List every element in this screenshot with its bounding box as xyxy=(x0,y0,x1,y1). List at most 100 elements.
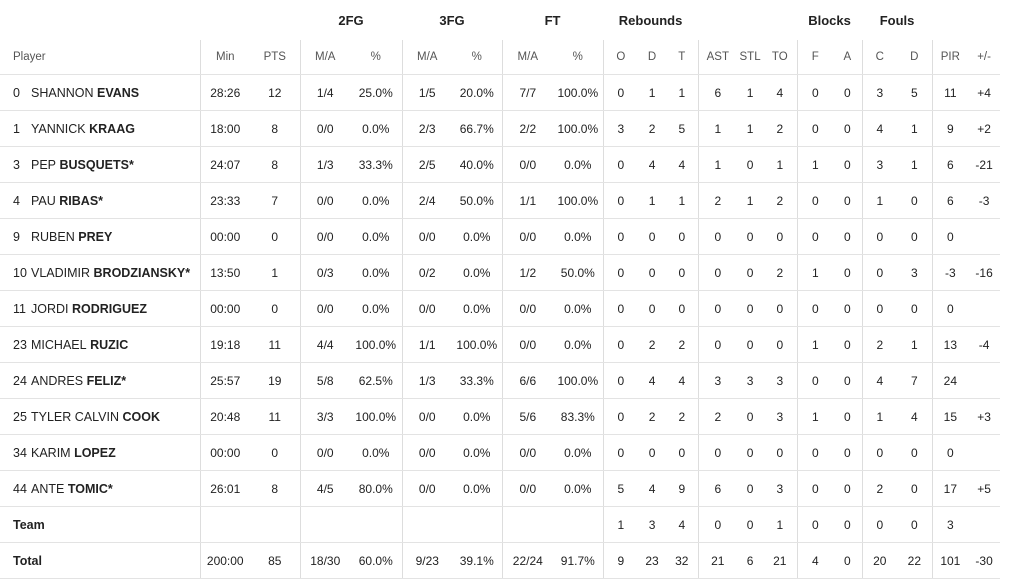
stat-cell: 0 xyxy=(833,182,863,219)
stat-cell xyxy=(452,506,503,543)
stat-value: 20.0% xyxy=(459,85,494,100)
stat-value: 0.0% xyxy=(463,481,491,496)
stat-cell: -3 xyxy=(968,182,1001,219)
stat-cell: 1 xyxy=(897,326,933,363)
stat-cell: 0 xyxy=(861,254,898,291)
stat-value: 1 xyxy=(678,193,686,208)
player-first-name: RUBEN xyxy=(31,229,75,244)
stat-cell: 0/3 xyxy=(299,254,350,291)
stat-cell xyxy=(501,506,554,543)
stat-value: 1 xyxy=(714,157,722,172)
group-header: 2FG xyxy=(338,12,364,28)
stat-cell: 0 xyxy=(931,434,969,471)
player-last-name: LOPEZ xyxy=(74,445,116,460)
stat-value: 3 xyxy=(648,517,656,532)
player-cell: 0 SHANNON EVANS xyxy=(0,74,200,111)
stat-cell: 2 xyxy=(666,326,699,363)
stat-value: 1 xyxy=(746,85,754,100)
stat-value: 0 xyxy=(876,265,884,280)
stat-cell: 0.0% xyxy=(350,290,403,327)
stat-cell: 0 xyxy=(897,218,933,255)
stat-value: 0.0% xyxy=(564,445,592,460)
stat-value: 0.0% xyxy=(564,157,592,172)
stat-cell: 24:07 xyxy=(199,146,250,183)
stat-cell: 0 xyxy=(796,506,834,543)
stat-cell: 3 xyxy=(763,398,798,435)
stat-value: 21 xyxy=(711,553,725,568)
stat-value: 0.0% xyxy=(463,229,491,244)
stat-value: 40.0% xyxy=(459,157,494,172)
stat-cell: 0 xyxy=(833,254,863,291)
stat-value: 0 xyxy=(843,265,851,280)
table-body: 0 SHANNON EVANS 28:26 12 1/4 25.0% 1/5 20.0% 7/7… xyxy=(0,74,1001,579)
stat-value: 0 xyxy=(648,265,656,280)
stat-cell: 26:01 xyxy=(199,470,250,507)
stat-cell: 0/0 xyxy=(401,398,453,435)
stat-value: 0 xyxy=(843,157,851,172)
stat-cell: 0 xyxy=(796,182,834,219)
column-header: +/- xyxy=(968,40,1001,75)
player-number: 11 xyxy=(13,301,26,316)
stat-value: 8 xyxy=(271,121,279,136)
player-number: 4 xyxy=(13,193,20,208)
player-cell: 23 MICHAEL RUZIC xyxy=(0,326,200,363)
stat-value: 0 xyxy=(843,193,851,208)
stat-cell xyxy=(199,506,250,543)
stat-cell: 7 xyxy=(250,182,300,219)
stat-value: 85 xyxy=(268,553,282,568)
player-row: 11 JORDI RODRIGUEZ 00:00 0 0/0 0.0% 0/0 0.0% 0/0… xyxy=(0,290,1001,327)
player-row: 9 RUBEN PREY 00:00 0 0/0 0.0% 0/0 0.0% 0/0 0.0% 0 0… xyxy=(0,218,1001,255)
stat-value: 23:33 xyxy=(210,193,241,208)
player-first-name: KARIM xyxy=(31,445,71,460)
stat-cell: 0.0% xyxy=(452,398,503,435)
stat-value: 0 xyxy=(617,445,625,460)
stat-cell: 101 xyxy=(931,542,969,579)
stat-cell: 4 xyxy=(666,146,699,183)
stat-value: 20:48 xyxy=(210,409,241,424)
player-last-name: FELIZ* xyxy=(86,373,127,388)
player-first-name: TYLER CALVIN xyxy=(31,409,119,424)
stat-cell: 20:48 xyxy=(199,398,250,435)
stat-value: 50.0% xyxy=(459,193,494,208)
stat-value: 0 xyxy=(746,409,754,424)
stat-value: 4 xyxy=(678,373,686,388)
stat-value: 25:57 xyxy=(210,373,241,388)
stat-value: 0.0% xyxy=(362,193,390,208)
stat-cell: 2 xyxy=(861,470,898,507)
stat-value: 1/5 xyxy=(418,85,436,100)
stat-value: 100.0% xyxy=(355,337,397,352)
player-last-name: BUSQUETS* xyxy=(59,157,134,172)
stat-cell: 8 xyxy=(250,470,300,507)
stat-cell: 4 xyxy=(861,110,898,147)
stat-cell: 0 xyxy=(737,326,764,363)
stat-value: 2 xyxy=(678,409,686,424)
stat-cell: 5 xyxy=(666,110,699,147)
stat-value: 1 xyxy=(910,337,918,352)
player-last-name: EVANS xyxy=(97,85,140,100)
stat-cell: 91.7% xyxy=(553,542,604,579)
stat-cell xyxy=(350,506,403,543)
stat-value: 0 xyxy=(843,517,851,532)
stat-value: 19:18 xyxy=(210,337,241,352)
stat-cell: 11 xyxy=(250,326,300,363)
stat-cell xyxy=(401,506,453,543)
stat-value: 2/5 xyxy=(418,157,436,172)
stat-value: 1 xyxy=(714,121,722,136)
player-first-name: MICHAEL xyxy=(31,337,87,352)
stat-value: 0 xyxy=(648,229,656,244)
stat-cell: 6 xyxy=(737,542,764,579)
stat-cell: 3/3 xyxy=(299,398,350,435)
stat-value: 3 xyxy=(910,265,918,280)
stat-value: 0.0% xyxy=(362,265,390,280)
player-first-name: SHANNON xyxy=(31,85,94,100)
stat-cell: 4 xyxy=(666,506,699,543)
stat-cell: -30 xyxy=(968,542,1001,579)
stat-value: 2 xyxy=(876,337,884,352)
stat-cell: 0.0% xyxy=(350,182,403,219)
column-header: Min xyxy=(199,40,250,75)
stat-cell: 0 xyxy=(796,218,834,255)
stat-value: 200:00 xyxy=(206,553,244,568)
player-last-name: COOK xyxy=(122,409,160,424)
stat-cell: +2 xyxy=(968,110,1001,147)
